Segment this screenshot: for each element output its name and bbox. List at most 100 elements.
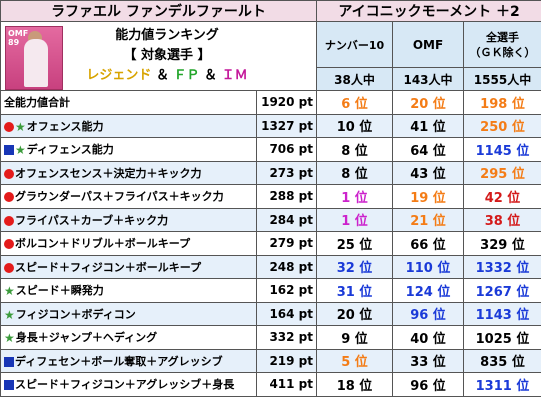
rank-omf: 33 位 xyxy=(392,348,464,373)
red-circle-icon xyxy=(4,262,14,273)
player-photo: OMF 89 xyxy=(5,26,63,90)
rank-all: 250 位 xyxy=(462,113,541,138)
stat-label: ★ディフェンス能力 xyxy=(0,137,257,162)
photo-rating: OMF 89 xyxy=(8,29,29,47)
stat-label: ★フィジコン＋ボディコン xyxy=(0,301,257,326)
stat-label: スピード＋フィジコン＋アグレッシブ＋身長 xyxy=(0,372,257,397)
stat-points: 279 pt xyxy=(256,231,317,256)
stat-points: 284 pt xyxy=(256,207,317,232)
rank-number10: 5 位 xyxy=(316,348,393,373)
green-star-icon: ★ xyxy=(4,307,15,322)
table-row: グラウンダーパス＋フライパス＋キック力 288 pt 1 位 19 位 42 位 xyxy=(0,184,541,209)
stat-points: 1920 pt xyxy=(256,90,317,115)
blue-square-icon xyxy=(4,356,14,367)
stat-label: 全能力値合計 xyxy=(0,90,257,115)
blue-square-icon xyxy=(4,145,14,156)
rank-omf: 21 位 xyxy=(392,207,464,232)
stat-points: 1327 pt xyxy=(256,113,317,138)
stat-label: オフェンスセンス＋決定力＋キック力 xyxy=(0,160,257,185)
stat-points: 162 pt xyxy=(256,278,317,303)
stat-points: 219 pt xyxy=(256,348,317,373)
table-row: フライパス＋カーブ＋キック力 284 pt 1 位 21 位 38 位 xyxy=(0,207,541,232)
red-circle-icon xyxy=(4,215,14,226)
rank-all: 1143 位 xyxy=(462,301,541,326)
rank-all: 42 位 xyxy=(462,184,541,209)
rank-all: 198 位 xyxy=(462,90,541,115)
legend-category: レジェンド xyxy=(86,68,152,83)
table-row: ボルコン＋ドリブル＋ボールキープ 279 pt 25 位 66 位 329 位 xyxy=(0,231,541,256)
rank-omf: 96 位 xyxy=(392,301,464,326)
stat-label: グラウンダーパス＋フライパス＋キック力 xyxy=(0,184,257,209)
table-row: 全能力値合計 1920 pt 6 位 20 位 198 位 xyxy=(0,90,541,115)
panel-categories: レジェンド ＆ ＦＰ ＆ ＩＭ xyxy=(86,68,248,83)
stat-label: フライパス＋カーブ＋キック力 xyxy=(0,207,257,232)
im-category: ＩＭ xyxy=(221,68,248,83)
table-row: ★オフェンス能力 1327 pt 10 位 41 位 250 位 xyxy=(0,113,541,138)
table-row: ★ディフェンス能力 706 pt 8 位 64 位 1145 位 xyxy=(0,137,541,162)
rank-omf: 20 位 xyxy=(392,90,464,115)
col-header-number10: ナンバー10 xyxy=(316,21,393,68)
rank-omf: 66 位 xyxy=(392,231,464,256)
green-star-icon: ★ xyxy=(4,331,15,346)
stat-points: 706 pt xyxy=(256,137,317,162)
rank-omf: 43 位 xyxy=(392,160,464,185)
green-star-icon: ★ xyxy=(15,119,26,134)
rank-number10: 32 位 xyxy=(316,254,393,279)
rank-number10: 1 位 xyxy=(316,184,393,209)
rank-all: 1145 位 xyxy=(462,137,541,162)
rank-number10: 25 位 xyxy=(316,231,393,256)
stat-points: 288 pt xyxy=(256,184,317,209)
table-row: スピード＋フィジコン＋ボールキープ 248 pt 32 位 110 位 1332 位 xyxy=(0,254,541,279)
rank-omf: 64 位 xyxy=(392,137,464,162)
rank-omf: 40 位 xyxy=(392,325,464,350)
player-name: ラファエル ファンデルファールト xyxy=(0,0,317,22)
rank-all: 329 位 xyxy=(462,231,541,256)
stat-label: ディフェセン＋ボール奪取＋アグレッシブ xyxy=(0,348,257,373)
table-row: ★フィジコン＋ボディコン 164 pt 20 位 96 位 1143 位 xyxy=(0,301,541,326)
rank-omf: 41 位 xyxy=(392,113,464,138)
red-circle-icon xyxy=(4,239,14,250)
stat-points: 411 pt xyxy=(256,372,317,397)
rank-omf: 19 位 xyxy=(392,184,464,209)
table-row: ★身長＋ジャンプ＋ヘディング 332 pt 9 位 40 位 1025 位 xyxy=(0,325,541,350)
red-circle-icon xyxy=(4,192,14,203)
red-circle-icon xyxy=(4,121,14,132)
rank-omf: 110 位 xyxy=(392,254,464,279)
col-header-all: 全選手 （ＧＫ除く） xyxy=(462,21,541,68)
card-type: アイコニックモーメント ＋2 xyxy=(315,0,541,22)
table-row: スピード＋フィジコン＋アグレッシブ＋身長 411 pt 18 位 96 位 1311 位 xyxy=(0,372,541,397)
rank-number10: 1 位 xyxy=(316,207,393,232)
table-row: ★スピード＋瞬発力 162 pt 31 位 124 位 1267 位 xyxy=(0,278,541,303)
rank-all: 38 位 xyxy=(462,207,541,232)
rank-number10: 18 位 xyxy=(316,372,393,397)
count-number10: 38人中 xyxy=(316,67,393,91)
stat-label: ボルコン＋ドリブル＋ボールキープ xyxy=(0,231,257,256)
stat-points: 248 pt xyxy=(256,254,317,279)
panel-subtitle: 【 対象選手 】 xyxy=(123,48,211,63)
rank-all: 1311 位 xyxy=(462,372,541,397)
rank-omf: 124 位 xyxy=(392,278,464,303)
stat-label: ★スピード＋瞬発力 xyxy=(0,278,257,303)
rank-all: 1267 位 xyxy=(462,278,541,303)
stat-points: 273 pt xyxy=(256,160,317,185)
info-panel: OMF 89 能力値ランキング 【 対象選手 】 レジェンド ＆ ＦＰ ＆ ＩＭ xyxy=(0,21,317,91)
count-omf: 143人中 xyxy=(392,67,464,91)
stat-label: ★身長＋ジャンプ＋ヘディング xyxy=(0,325,257,350)
stat-points: 332 pt xyxy=(256,325,317,350)
stat-label: ★オフェンス能力 xyxy=(0,113,257,138)
rank-number10: 10 位 xyxy=(316,113,393,138)
rank-number10: 8 位 xyxy=(316,160,393,185)
rank-number10: 20 位 xyxy=(316,301,393,326)
fp-category: ＦＰ xyxy=(173,68,200,83)
stat-points: 164 pt xyxy=(256,301,317,326)
rank-all: 1332 位 xyxy=(462,254,541,279)
rank-all: 835 位 xyxy=(462,348,541,373)
col-header-omf: OMF xyxy=(392,21,464,68)
rank-omf: 96 位 xyxy=(392,372,464,397)
rank-number10: 8 位 xyxy=(316,137,393,162)
panel-title: 能力値ランキング xyxy=(115,28,219,43)
green-star-icon: ★ xyxy=(4,284,15,299)
red-circle-icon xyxy=(4,168,14,179)
rank-number10: 6 位 xyxy=(316,90,393,115)
